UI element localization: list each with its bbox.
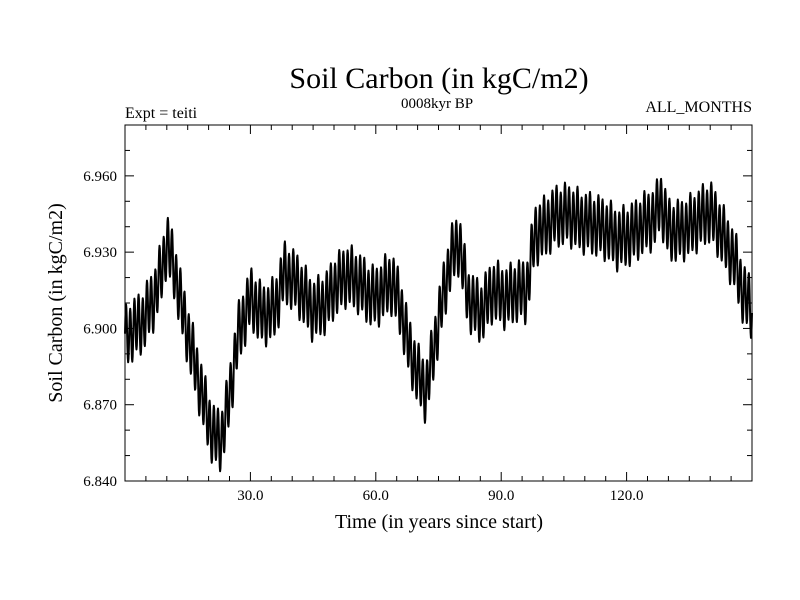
x-tick-label: 30.0 [237, 488, 263, 504]
months-label: ALL_MONTHS [645, 99, 752, 116]
y-tick-label: 6.900 [83, 321, 117, 337]
y-tick-label: 6.930 [83, 245, 117, 261]
y-tick-label: 6.870 [83, 398, 117, 414]
x-tick-label: 120.0 [610, 488, 644, 504]
experiment-label: Expt = teiti [125, 105, 198, 122]
x-tick-label: 90.0 [488, 488, 514, 504]
x-axis-label: Time (in years since start) [335, 511, 543, 533]
x-tick-label: 60.0 [363, 488, 389, 504]
y-axis-label: Soil Carbon (in kgC/m2) [45, 203, 67, 402]
soil-carbon-series-line [124, 177, 753, 473]
chart-title: Soil Carbon (in kgC/m2) [289, 62, 588, 95]
plot-frame [124, 124, 753, 482]
y-tick-label: 6.840 [83, 474, 117, 490]
chart-subtitle: 0008kyr BP [401, 96, 473, 112]
y-tick-label: 6.960 [83, 169, 117, 185]
